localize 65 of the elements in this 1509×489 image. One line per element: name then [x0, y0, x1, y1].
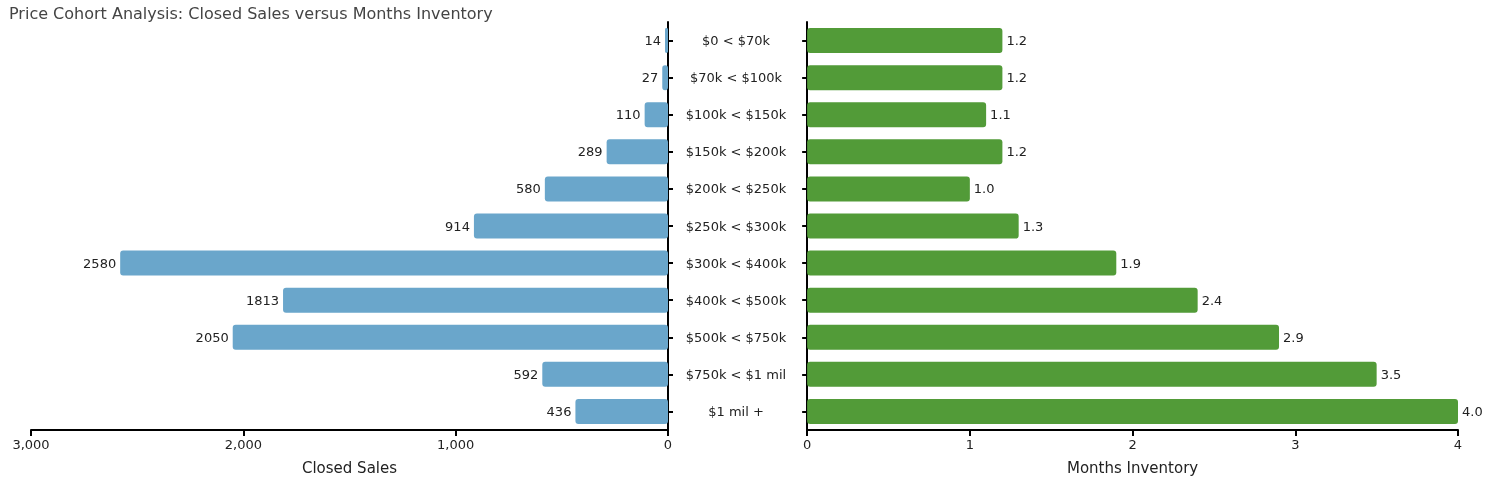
bar: [575, 398, 668, 424]
chart-title: Price Cohort Analysis: Closed Sales versus Months Inventory: [9, 3, 493, 23]
x-tick-label: 3,000: [12, 437, 50, 452]
bar: [807, 213, 1019, 239]
data-label: 3.5: [1380, 366, 1402, 382]
x-tick-label: 3: [1291, 437, 1300, 452]
x-axis-title: Months Inventory: [1066, 458, 1199, 477]
data-label: 2050: [195, 329, 229, 345]
bar: [542, 361, 668, 387]
data-label: 1813: [245, 292, 280, 308]
x-tick-label: 2: [1128, 437, 1137, 452]
data-label: 14: [644, 33, 662, 49]
data-label: 592: [513, 366, 539, 382]
x-tick-label: 2,000: [224, 437, 262, 452]
y-tick-label: $1 mil +: [708, 403, 764, 419]
x-axis-title: Closed Sales: [301, 458, 398, 477]
x-tick-label: 1: [965, 437, 974, 452]
x-tick-label: 4: [1453, 437, 1463, 452]
data-label: 2580: [83, 255, 117, 271]
data-label: 436: [546, 403, 572, 419]
y-tick-label: $70k < $100k: [689, 70, 783, 86]
bar: [807, 361, 1377, 387]
bar: [232, 324, 668, 350]
data-label: 289: [577, 144, 603, 160]
bar: [644, 102, 668, 128]
x-tick-label: 0: [802, 437, 812, 452]
data-label: 27: [641, 70, 659, 86]
data-label: 1.2: [1006, 144, 1028, 160]
bar: [807, 65, 1003, 91]
bar: [807, 139, 1003, 165]
y-tick-label: $200k < $250k: [685, 181, 787, 197]
data-label: 914: [445, 218, 470, 234]
bar: [807, 250, 1117, 276]
data-label: 4.0: [1462, 403, 1483, 419]
data-label: 1.1: [990, 107, 1011, 123]
y-tick-label: $400k < $500k: [685, 292, 787, 308]
data-label: 1.0: [973, 181, 995, 197]
bar: [807, 102, 987, 128]
bar: [807, 287, 1198, 313]
data-label: 1.3: [1022, 218, 1044, 234]
data-label: 1.9: [1120, 255, 1141, 271]
bar: [807, 176, 970, 202]
y-tick-label: $750k < $1 mil: [685, 366, 787, 382]
x-tick-label: 1,000: [437, 437, 475, 452]
y-tick-label: $150k < $200k: [685, 144, 787, 160]
y-tick-label: $250k < $300k: [685, 218, 787, 234]
x-tick-label: 0: [663, 437, 673, 452]
bar: [807, 324, 1280, 350]
bar: [807, 28, 1003, 54]
y-tick-label: $500k < $750k: [685, 329, 787, 345]
bar: [606, 139, 668, 165]
data-label: 1.2: [1006, 33, 1028, 49]
bar: [544, 176, 668, 202]
y-tick-label: $300k < $400k: [685, 255, 787, 271]
bar: [283, 287, 668, 313]
bar: [473, 213, 668, 239]
data-label: 1.2: [1006, 70, 1028, 86]
bar: [120, 250, 668, 276]
data-label: 580: [516, 181, 541, 197]
data-label: 2.9: [1283, 329, 1304, 345]
data-label: 2.4: [1201, 292, 1223, 308]
y-tick-label: $0 < $70k: [701, 33, 771, 49]
bar: [807, 398, 1458, 424]
data-label: 110: [615, 107, 641, 123]
y-tick-label: $100k < $150k: [685, 107, 787, 123]
